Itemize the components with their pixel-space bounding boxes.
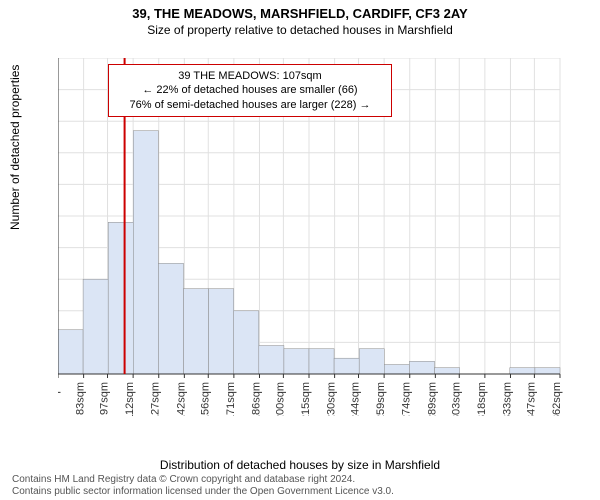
svg-text:200sqm: 200sqm (274, 382, 286, 416)
svg-text:259sqm: 259sqm (375, 382, 387, 416)
svg-text:230sqm: 230sqm (326, 382, 338, 416)
chart-title: 39, THE MEADOWS, MARSHFIELD, CARDIFF, CF… (0, 0, 600, 21)
svg-text:347sqm: 347sqm (525, 382, 537, 416)
svg-text:362sqm: 362sqm (551, 382, 563, 416)
attribution-line-1: Contains HM Land Registry data © Crown c… (12, 474, 394, 486)
svg-text:244sqm: 244sqm (350, 382, 362, 416)
y-axis-label: Number of detached properties (8, 65, 22, 230)
svg-text:127sqm: 127sqm (150, 382, 162, 416)
attribution-line-2: Contains public sector information licen… (12, 486, 394, 498)
svg-text:303sqm: 303sqm (450, 382, 462, 416)
svg-text:68sqm: 68sqm (58, 382, 61, 415)
svg-text:171sqm: 171sqm (225, 382, 237, 416)
svg-text:274sqm: 274sqm (401, 382, 413, 416)
svg-text:83sqm: 83sqm (75, 382, 87, 415)
chart-subtitle: Size of property relative to detached ho… (0, 21, 600, 37)
svg-text:318sqm: 318sqm (476, 382, 488, 416)
svg-text:289sqm: 289sqm (426, 382, 438, 416)
svg-text:215sqm: 215sqm (300, 382, 312, 416)
x-axis-label: Distribution of detached houses by size … (0, 458, 600, 472)
annotation-callout: 39 THE MEADOWS: 107sqm ← 22% of detached… (108, 64, 392, 117)
svg-text:112sqm: 112sqm (124, 382, 136, 416)
svg-text:156sqm: 156sqm (199, 382, 211, 416)
attribution-text: Contains HM Land Registry data © Crown c… (12, 474, 394, 498)
svg-text:97sqm: 97sqm (99, 382, 111, 415)
annotation-line-1: 39 THE MEADOWS: 107sqm (117, 69, 383, 83)
svg-text:142sqm: 142sqm (175, 382, 187, 416)
annotation-line-2: ← 22% of detached houses are smaller (66… (117, 83, 383, 97)
annotation-line-3: 76% of semi-detached houses are larger (… (117, 98, 383, 112)
svg-text:333sqm: 333sqm (501, 382, 513, 416)
svg-text:186sqm: 186sqm (250, 382, 262, 416)
